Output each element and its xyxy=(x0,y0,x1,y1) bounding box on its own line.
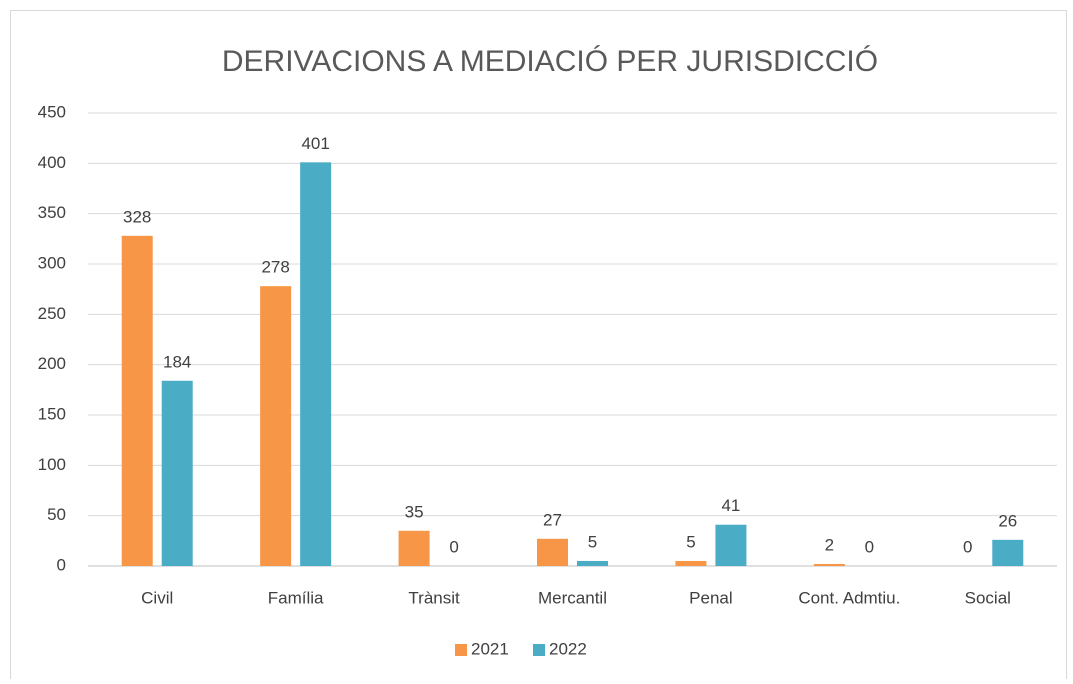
bar xyxy=(300,162,332,566)
x-tick-label: Penal xyxy=(689,588,732,607)
bar xyxy=(121,235,153,566)
data-label: 184 xyxy=(163,352,191,371)
legend-label: 2021 xyxy=(471,639,509,658)
y-tick-label: 300 xyxy=(38,253,66,272)
legend-label: 2022 xyxy=(549,639,587,658)
chart-title: DERIVACIONS A MEDIACIÓ PER JURISDICCIÓ xyxy=(222,45,878,78)
y-tick-label: 400 xyxy=(38,153,66,172)
y-tick-label: 450 xyxy=(38,102,66,121)
y-tick-label: 200 xyxy=(38,354,66,373)
bar xyxy=(577,560,608,566)
bar xyxy=(992,539,1024,566)
bar xyxy=(260,286,292,566)
bar xyxy=(537,538,568,566)
data-label: 5 xyxy=(686,532,695,551)
x-tick-label: Cont. Admtiu. xyxy=(798,588,900,607)
bar xyxy=(161,380,193,566)
data-label: 41 xyxy=(721,496,740,515)
data-label: 278 xyxy=(261,258,289,277)
x-tick-label: Civil xyxy=(141,588,173,607)
bar xyxy=(675,560,707,566)
y-tick-label: 100 xyxy=(38,455,66,474)
y-tick-label: 250 xyxy=(38,304,66,323)
x-tick-label: Trànsit xyxy=(408,588,460,607)
data-label: 35 xyxy=(405,502,424,521)
y-tick-label: 0 xyxy=(57,555,66,574)
legend-swatch xyxy=(533,644,545,656)
data-label: 27 xyxy=(543,510,562,529)
data-label: 5 xyxy=(588,532,597,551)
bar xyxy=(398,530,430,566)
data-label: 26 xyxy=(998,511,1017,530)
x-tick-label: Família xyxy=(268,588,324,607)
y-tick-label: 350 xyxy=(38,203,66,222)
data-label: 401 xyxy=(301,134,329,153)
y-tick-label: 150 xyxy=(38,404,66,423)
x-tick-label: Mercantil xyxy=(538,588,607,607)
data-label: 0 xyxy=(449,537,458,556)
y-tick-label: 50 xyxy=(47,505,66,524)
data-label: 0 xyxy=(963,537,972,556)
legend-swatch xyxy=(455,644,467,656)
data-label: 2 xyxy=(825,535,834,554)
bar xyxy=(813,563,845,566)
bar xyxy=(715,524,747,566)
x-tick-label: Social xyxy=(965,588,1011,607)
data-label: 0 xyxy=(865,537,874,556)
chart-border xyxy=(10,10,1067,684)
data-label: 328 xyxy=(123,207,151,226)
